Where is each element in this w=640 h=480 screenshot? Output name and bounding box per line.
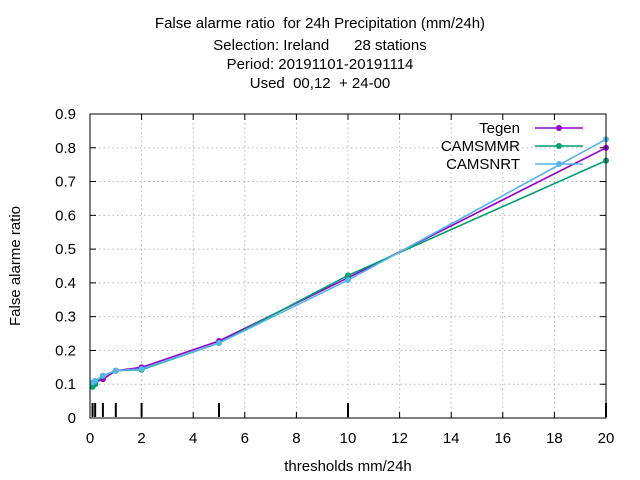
x-tick-label: 14 [443, 430, 460, 447]
chart-title-line-1: False alarme ratio for 24h Precipitation… [154, 15, 486, 32]
legend-swatch-point [556, 161, 562, 167]
x-tick-label: 8 [292, 430, 300, 447]
y-tick-label: 0.4 [55, 275, 76, 292]
data-point-camsnrt [345, 277, 351, 284]
legend-label-camsmmr: CAMSMMR [441, 138, 520, 155]
y-tick-label: 0.7 [55, 174, 76, 191]
x-tick-label: 2 [137, 430, 145, 447]
x-tick-label: 0 [86, 430, 94, 447]
y-tick-label: 0 [68, 410, 76, 427]
y-tick-label: 0.9 [55, 106, 76, 123]
series-line-camsnrt [92, 138, 607, 384]
plot-frame [89, 113, 607, 419]
y-tick-label: 0.5 [55, 241, 76, 258]
series-lines [89, 136, 609, 390]
data-point-camsnrt [216, 340, 222, 347]
y-tick-label: 0.1 [55, 376, 76, 393]
x-axis-label: thresholds mm/24h [284, 458, 412, 475]
x-tick-label: 10 [340, 430, 357, 447]
legend-label-tegen: Tegen [479, 120, 520, 137]
data-point-camsnrt [138, 366, 145, 373]
legend-swatch-point [556, 125, 562, 131]
y-tick-label: 0.3 [55, 309, 76, 326]
series-line-tegen [92, 147, 607, 385]
y-axis-label: False alarme ratio [7, 206, 24, 326]
data-point-camsnrt [92, 377, 99, 384]
chart-title-line-2: Selection: Ireland 28 stations [213, 37, 427, 54]
y-tick-label: 0.6 [55, 207, 76, 224]
data-point-camsmmr [345, 272, 351, 279]
y-tick-label: 0.8 [55, 140, 76, 157]
x-tick-label: 16 [494, 430, 511, 447]
chart-title-line-3: Period: 20191101-20191114 [226, 56, 414, 73]
legend-swatch-point [556, 143, 562, 149]
chart-title-line-4: Used 00,12 + 24-00 [249, 75, 391, 92]
threshold-marks [91, 403, 607, 417]
grid [90, 114, 606, 418]
legend-label-camsnrt: CAMSNRT [446, 156, 520, 173]
x-tick-label: 20 [598, 430, 615, 447]
data-point-camsnrt [99, 372, 106, 379]
x-tick-label: 4 [189, 430, 197, 447]
x-tick-label: 18 [546, 430, 563, 447]
y-tick-label: 0.2 [55, 342, 76, 359]
x-tick-label: 12 [391, 430, 408, 447]
data-point-camsnrt [112, 367, 119, 374]
axis-ticks: 0 2 4 6 8 10 12 14 16 18 20 0 0.1 0.2 0.3 0.4 0.5 0.6 0.7 0… [55, 106, 614, 447]
x-tick-label: 6 [241, 430, 249, 447]
